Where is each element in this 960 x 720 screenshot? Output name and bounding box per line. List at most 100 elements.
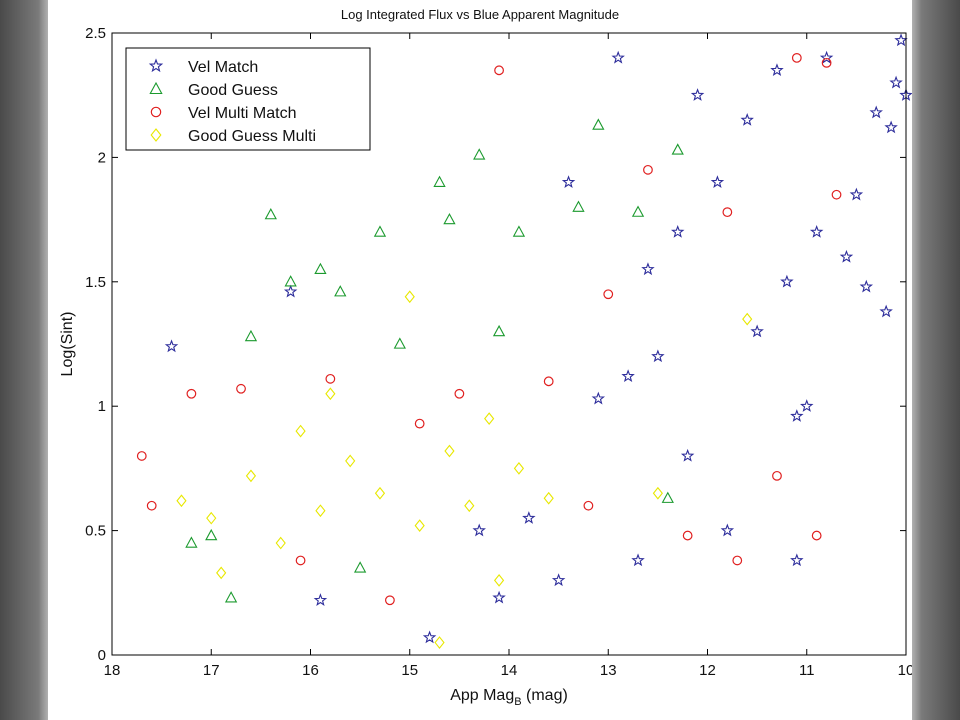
series-vel-multi-match xyxy=(136,52,842,606)
data-point xyxy=(800,399,814,412)
data-point xyxy=(522,511,536,524)
data-point xyxy=(790,553,804,567)
data-point xyxy=(740,113,754,126)
data-point xyxy=(146,500,157,511)
data-point xyxy=(770,63,784,77)
data-point xyxy=(780,274,794,288)
data-point xyxy=(671,143,684,155)
data-point xyxy=(164,339,179,353)
data-point xyxy=(641,262,655,276)
data-point xyxy=(682,530,693,541)
data-point xyxy=(611,50,625,64)
data-point xyxy=(583,500,594,511)
data-point xyxy=(772,470,782,481)
legend-label: Vel Match xyxy=(188,59,258,76)
legend-label: Vel Multi Match xyxy=(188,105,296,122)
data-point xyxy=(245,469,257,483)
data-point xyxy=(670,224,685,238)
data-point xyxy=(315,504,326,518)
data-point xyxy=(690,88,705,101)
data-point xyxy=(494,65,504,76)
data-point xyxy=(284,275,297,287)
data-point xyxy=(551,573,566,587)
data-point xyxy=(831,189,842,200)
x-tick-label: 16 xyxy=(302,662,319,679)
data-point xyxy=(572,200,585,212)
data-point xyxy=(512,225,526,237)
data-point xyxy=(651,349,665,363)
data-point xyxy=(275,536,286,550)
data-point xyxy=(869,105,883,119)
data-point xyxy=(592,118,605,130)
legend-label: Good Guess xyxy=(188,82,278,99)
series-good-guess xyxy=(185,118,684,603)
data-point xyxy=(821,57,832,68)
legend-box xyxy=(125,47,371,151)
data-point xyxy=(414,418,425,429)
legend-marker xyxy=(150,128,162,142)
data-point xyxy=(819,50,834,64)
data-point xyxy=(264,207,277,220)
data-point xyxy=(414,519,425,533)
data-point xyxy=(334,285,347,297)
data-point xyxy=(513,462,525,475)
x-tick-label: 13 xyxy=(600,662,617,679)
data-point xyxy=(710,175,725,189)
data-point xyxy=(444,444,455,458)
data-point xyxy=(472,523,486,537)
data-point xyxy=(283,284,298,298)
data-point xyxy=(492,590,506,604)
data-point xyxy=(492,324,506,337)
data-point xyxy=(652,486,663,500)
data-point xyxy=(493,573,505,587)
data-point xyxy=(849,187,864,201)
data-point xyxy=(454,388,465,399)
data-point xyxy=(889,75,903,89)
data-point xyxy=(393,337,406,349)
x-tick-label: 10 xyxy=(898,662,912,679)
data-point xyxy=(244,329,258,342)
data-point xyxy=(791,52,802,63)
legend: Vel Match Good Guess Vel Multi Match Good G… xyxy=(125,47,371,151)
data-point xyxy=(680,448,695,462)
data-point xyxy=(464,499,475,513)
data-point xyxy=(314,262,327,275)
data-point xyxy=(295,424,306,438)
x-tick-label: 12 xyxy=(699,662,716,679)
data-point xyxy=(216,566,227,580)
x-tick-label: 15 xyxy=(401,662,418,679)
data-point xyxy=(732,555,743,566)
legend-marker xyxy=(150,106,162,118)
data-point xyxy=(205,528,218,541)
data-point xyxy=(422,630,437,644)
data-point xyxy=(591,391,606,405)
x-tick-label: 14 xyxy=(501,662,518,679)
data-point xyxy=(484,412,495,426)
y-tick-label: 0 xyxy=(98,647,106,664)
data-point xyxy=(561,175,576,188)
data-point xyxy=(374,486,386,500)
data-point xyxy=(661,491,674,503)
data-point xyxy=(224,591,238,603)
scatter-chart: Log Integrated Flux vs Blue Apparent Mag… xyxy=(59,7,912,708)
axes: 18 17 16 15 14 13 12 11 10 0 0.5 1 1.5 2 2.5 App MagB (… xyxy=(59,25,912,708)
chart-panel: Log Integrated Flux vs Blue Apparent Mag… xyxy=(48,0,912,720)
x-tick-label: 17 xyxy=(203,662,220,679)
data-point xyxy=(236,383,246,394)
data-point xyxy=(433,175,446,187)
data-point xyxy=(345,454,356,468)
y-tick-label: 1.5 xyxy=(85,274,106,291)
legend-label: Good Guess Multi xyxy=(188,128,316,145)
plot-area xyxy=(136,33,912,649)
x-tick-label: 11 xyxy=(799,662,815,679)
data-point xyxy=(631,205,645,217)
data-point xyxy=(750,324,764,338)
data-point xyxy=(434,636,445,649)
data-point xyxy=(742,312,753,326)
data-point xyxy=(894,33,908,47)
data-point xyxy=(185,536,198,548)
y-tick-label: 0.5 xyxy=(85,523,106,540)
data-point xyxy=(879,304,893,318)
data-point xyxy=(543,376,554,387)
data-point xyxy=(404,290,415,304)
